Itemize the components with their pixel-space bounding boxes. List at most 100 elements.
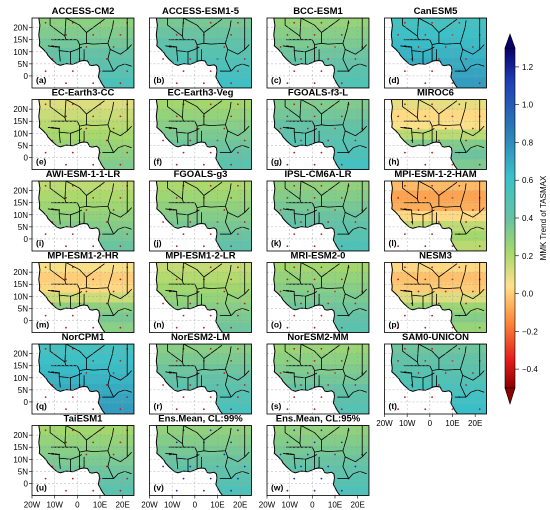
significance-dot [44, 396, 47, 398]
significance-dot [424, 278, 427, 281]
country-border [321, 426, 340, 441]
y-tick-label: 10N [13, 48, 28, 57]
significance-dot [44, 429, 47, 432]
significance-dot [71, 184, 74, 187]
y-tick-label: 20N [13, 24, 28, 33]
trend-field-band [149, 262, 252, 273]
panel-tag: (p) [389, 320, 400, 330]
panel-tag: (g) [271, 157, 282, 167]
significance-dot [300, 384, 302, 386]
trend-field-band [32, 191, 134, 202]
x-tick-label: 20W [141, 501, 158, 510]
panel-title: NorESM2-MM [287, 332, 348, 343]
significance-dot [293, 477, 296, 480]
country-border [64, 425, 67, 444]
country-border [227, 44, 250, 55]
trend-field-band [384, 201, 487, 212]
country-border [411, 46, 435, 53]
significance-dot [44, 347, 47, 350]
country-border [59, 46, 83, 53]
panel-tag: (b) [154, 75, 165, 85]
significance-dot [92, 115, 95, 118]
trend-field-band [32, 344, 134, 355]
trend-field-band [267, 364, 369, 375]
significance-dot [424, 245, 427, 248]
y-tick-label: 10N [13, 455, 28, 464]
country-border [227, 207, 250, 218]
significance-dot [293, 103, 296, 106]
significance-dot [424, 408, 427, 411]
significance-dot [404, 233, 406, 235]
significance-dot [126, 477, 129, 480]
country-border [299, 262, 302, 281]
significance-dot [223, 209, 226, 211]
y-tick-label: 5N [18, 141, 28, 150]
trend-field-band [149, 211, 252, 222]
trend-field-band [267, 435, 369, 446]
significance-dot [119, 82, 122, 85]
country-border [51, 208, 61, 225]
map-panel: NorESM2-LM (r) [149, 332, 252, 415]
significance-dot [313, 278, 316, 281]
country-border [110, 125, 132, 137]
significance-dot [340, 163, 343, 166]
panel-title: EC-Earth3-CC [52, 88, 115, 99]
coastline [273, 425, 369, 496]
panel-frame [384, 180, 487, 252]
significance-dot [286, 163, 289, 166]
country-border [224, 124, 232, 153]
country-border [83, 293, 85, 306]
panel-tag: (e) [36, 157, 47, 167]
panel-frame [31, 99, 135, 170]
ocean-mask [149, 262, 223, 333]
significance-dot [189, 139, 192, 142]
significance-dot [320, 477, 323, 480]
map-panel: IPSL-CM6A-LR (k) [266, 169, 370, 252]
country-border [345, 288, 367, 300]
panel-tag: (d) [389, 75, 400, 85]
country-border [110, 44, 132, 55]
panel-title: AWI-ESM-1-1-LR [46, 169, 121, 180]
significance-dot [119, 163, 122, 166]
panel-title: CanESM5 [414, 6, 459, 17]
significance-dot [320, 103, 323, 106]
country-border [348, 307, 367, 316]
country-border [107, 124, 114, 153]
significance-dot [209, 314, 212, 317]
significance-dot [112, 290, 115, 293]
significance-dot [320, 266, 323, 269]
trend-field-band [267, 119, 369, 130]
ocean-mask [149, 99, 223, 170]
country-border [438, 18, 458, 33]
significance-dot [189, 465, 192, 468]
trend-field-band [384, 364, 487, 375]
panel-title: ACCESS-CM2 [52, 6, 115, 17]
trend-field-band [384, 38, 487, 49]
coastline [273, 99, 369, 170]
country-border [294, 454, 318, 460]
colorbar-tick-label: 0.0 [522, 290, 534, 299]
country-border [200, 130, 202, 143]
y-tick-label: 20N [13, 268, 28, 277]
significance-dot [85, 453, 88, 456]
significance-dot [209, 103, 212, 106]
significance-dot [279, 290, 282, 293]
significance-dot [340, 360, 343, 362]
significance-dot [243, 139, 246, 142]
significance-dot [279, 209, 282, 211]
trend-field-band [149, 425, 252, 436]
significance-dot [340, 34, 343, 36]
significance-dot [478, 82, 481, 85]
trend-field-band [149, 364, 252, 375]
significance-dot [458, 184, 461, 187]
significance-dot [313, 245, 316, 248]
significance-dot [119, 34, 122, 36]
significance-dot [230, 360, 232, 362]
significance-dot [397, 115, 399, 118]
significance-dot [397, 163, 399, 166]
significance-dot [162, 139, 164, 142]
significance-dot [92, 408, 95, 411]
country-border [113, 63, 132, 72]
coastline [390, 262, 487, 333]
significance-dot [65, 163, 67, 166]
